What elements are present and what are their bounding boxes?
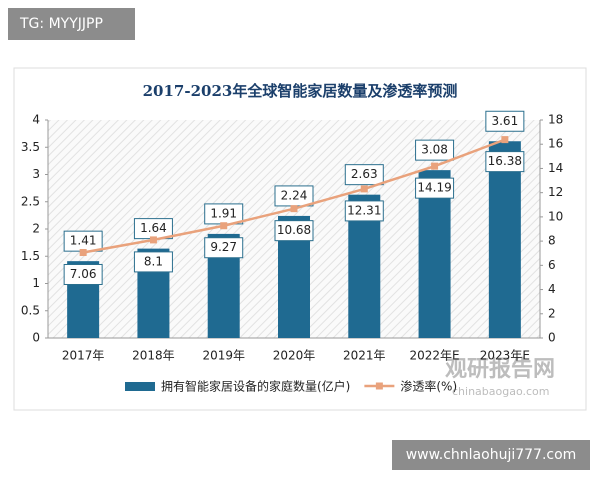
y2-tick-label: 18 <box>548 113 563 127</box>
y-tick-label: 3 <box>32 167 40 181</box>
chart-title: 2017-2023年全球智能家居数量及渗透率预测 <box>143 82 458 100</box>
line-value-label: 10.68 <box>277 223 311 237</box>
watermark: TG: MYYJJPP <box>19 16 103 32</box>
line-marker <box>79 248 87 256</box>
bar-value-label-box <box>344 164 384 186</box>
line-marker <box>149 236 157 244</box>
x-tick-label: 2023年E <box>480 349 530 363</box>
x-tick-label: 2017年 <box>62 349 105 363</box>
line-marker <box>501 136 509 144</box>
y2-tick-label: 12 <box>548 185 563 199</box>
y-tick-label: 0.5 <box>21 303 40 317</box>
legend-label: 渗透率(%) <box>400 379 457 394</box>
logo-name: 观研报告网 <box>445 357 555 382</box>
line-value-label-box <box>344 200 384 222</box>
line-value-label-box <box>133 251 173 273</box>
y-tick-label: 2 <box>32 222 40 236</box>
y2-tick-label: 2 <box>548 306 556 320</box>
y2-tick-label: 16 <box>548 137 563 151</box>
line-marker <box>360 185 368 193</box>
line-value-label: 16.38 <box>488 154 522 168</box>
watermark-box <box>8 8 135 40</box>
y2-tick-label: 6 <box>548 258 556 272</box>
line-value-label-box <box>63 263 103 285</box>
bar-value-label: 3.61 <box>491 114 518 128</box>
y-tick-label: 0 <box>32 331 40 345</box>
y-tick-label: 2.5 <box>21 194 40 208</box>
bar-value-label-box <box>415 139 455 161</box>
line-value-label: 12.31 <box>347 203 381 217</box>
bar <box>488 141 521 338</box>
bar-value-label: 2.63 <box>351 167 378 181</box>
bar-value-label: 1.64 <box>140 221 167 235</box>
x-tick-label: 2018年 <box>132 349 175 363</box>
y-tick-label: 4 <box>32 113 40 127</box>
line-value-label: 7.06 <box>70 267 97 281</box>
legend-swatch <box>375 382 383 390</box>
y-tick-label: 1 <box>32 276 40 290</box>
bar-value-label: 3.08 <box>421 143 448 157</box>
bar-value-label: 1.91 <box>210 206 237 220</box>
line-value-label-box <box>485 151 525 173</box>
bar-value-label: 1.41 <box>70 234 97 248</box>
legend-label: 拥有智能家居设备的家庭数量(亿户) <box>161 379 350 394</box>
line-value-label-box <box>274 220 314 242</box>
y2-tick-label: 4 <box>548 282 556 296</box>
line-value-label: 8.1 <box>144 254 163 268</box>
y-tick-label: 3.5 <box>21 140 40 154</box>
bar-value-label-box <box>485 110 525 132</box>
y2-tick-label: 10 <box>548 209 563 223</box>
y-tick-label: 1.5 <box>21 249 40 263</box>
line-value-label: 14.19 <box>417 181 451 195</box>
line-marker <box>220 222 228 230</box>
y2-tick-label: 14 <box>548 161 563 175</box>
bar-value-label: 2.24 <box>281 188 308 202</box>
logo-url: chinabaogao.com <box>452 385 550 398</box>
x-tick-label: 2021年 <box>343 349 386 363</box>
line-value-label: 9.27 <box>210 240 237 254</box>
line-value-label-box <box>415 177 455 199</box>
line-marker <box>431 162 439 170</box>
x-tick-label: 2019年 <box>202 349 245 363</box>
line-marker <box>290 205 298 213</box>
footer-watermark: www.chnlaohuji777.com <box>406 447 577 463</box>
footer-box <box>392 440 590 470</box>
x-tick-label: 2022年E <box>410 349 460 363</box>
legend-swatch <box>125 382 155 391</box>
line-value-label-box <box>204 237 244 259</box>
y2-tick-label: 0 <box>548 331 556 345</box>
y2-tick-label: 8 <box>548 234 556 248</box>
x-tick-label: 2020年 <box>273 349 316 363</box>
